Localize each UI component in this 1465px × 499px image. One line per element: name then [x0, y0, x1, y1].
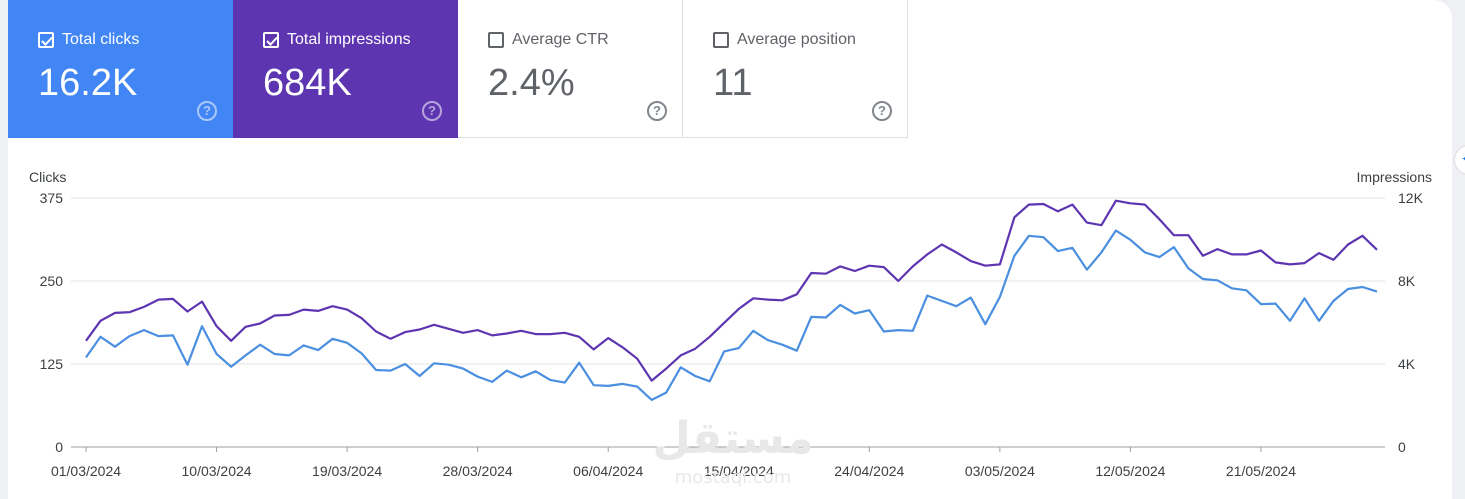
right-tick-label: 0	[1398, 439, 1406, 455]
x-tick-label: 10/03/2024	[182, 463, 252, 479]
total-clicks-label: Total clicks	[62, 31, 140, 48]
x-tick-label: 12/05/2024	[1095, 463, 1165, 479]
left-tick-label: 250	[40, 273, 64, 289]
average-ctr-card[interactable]: Average CTR 2.4% ?	[458, 0, 683, 138]
chart-axes: Clicks Impressions 375 12K 250 8K 125 4K 0 0 01/03…	[29, 169, 1432, 479]
right-tick-label: 8K	[1398, 273, 1416, 289]
x-tick-label: 01/03/2024	[51, 463, 121, 479]
average-ctr-label: Average CTR	[512, 31, 609, 48]
x-tick-label: 28/03/2024	[443, 463, 513, 479]
right-axis-label: Impressions	[1357, 169, 1432, 185]
left-tick-label: 0	[55, 439, 63, 455]
x-tick-label: 03/05/2024	[965, 463, 1035, 479]
watermark-arabic: مستقل	[653, 413, 814, 464]
checkbox-checked-icon[interactable]	[38, 32, 54, 48]
total-impressions-value: 684K	[263, 62, 352, 104]
side-expand-button[interactable]: ✦	[1454, 145, 1465, 175]
total-clicks-value: 16.2K	[38, 62, 138, 104]
left-axis-label: Clicks	[29, 169, 66, 185]
series-line-impressions	[85, 199, 1378, 382]
checkbox-unchecked-icon[interactable]	[713, 32, 729, 48]
chart-grid	[71, 197, 1385, 448]
sparkle-icon: ✦	[1461, 152, 1465, 166]
total-impressions-card[interactable]: Total impressions 684K ?	[233, 0, 458, 138]
average-position-label: Average position	[737, 31, 856, 48]
series-line-clicks	[85, 229, 1378, 401]
performance-chart: Clicks Impressions 375 12K 250 8K 125 4K 0 0 01/03…	[29, 169, 1432, 488]
help-icon[interactable]: ?	[422, 101, 442, 121]
total-impressions-label: Total impressions	[287, 31, 411, 48]
average-position-value: 11	[713, 62, 753, 104]
right-tick-label: 12K	[1398, 190, 1424, 206]
left-tick-label: 125	[40, 356, 64, 372]
x-tick-label: 21/05/2024	[1226, 463, 1296, 479]
help-icon[interactable]: ?	[197, 101, 217, 121]
checkbox-unchecked-icon[interactable]	[488, 32, 504, 48]
left-tick-label: 375	[40, 190, 64, 206]
chart-lines	[85, 199, 1378, 401]
performance-panel: Total clicks 16.2K ? Total impressions 6…	[8, 0, 1452, 499]
average-position-card[interactable]: Average position 11 ?	[683, 0, 908, 138]
x-tick-label: 24/04/2024	[834, 463, 904, 479]
help-icon[interactable]: ?	[647, 101, 667, 121]
total-clicks-card[interactable]: Total clicks 16.2K ?	[8, 0, 233, 138]
help-icon[interactable]: ?	[872, 101, 892, 121]
average-ctr-value: 2.4%	[488, 62, 575, 104]
right-tick-label: 4K	[1398, 356, 1416, 372]
checkbox-checked-icon[interactable]	[263, 32, 279, 48]
x-tick-label: 06/04/2024	[573, 463, 643, 479]
watermark-latin: mostaql.com	[675, 467, 792, 488]
metric-cards: Total clicks 16.2K ? Total impressions 6…	[8, 0, 908, 138]
x-tick-label: 15/04/2024	[704, 463, 774, 479]
x-tick-label: 19/03/2024	[312, 463, 382, 479]
watermark: مستقل mostaql.com	[653, 413, 814, 488]
